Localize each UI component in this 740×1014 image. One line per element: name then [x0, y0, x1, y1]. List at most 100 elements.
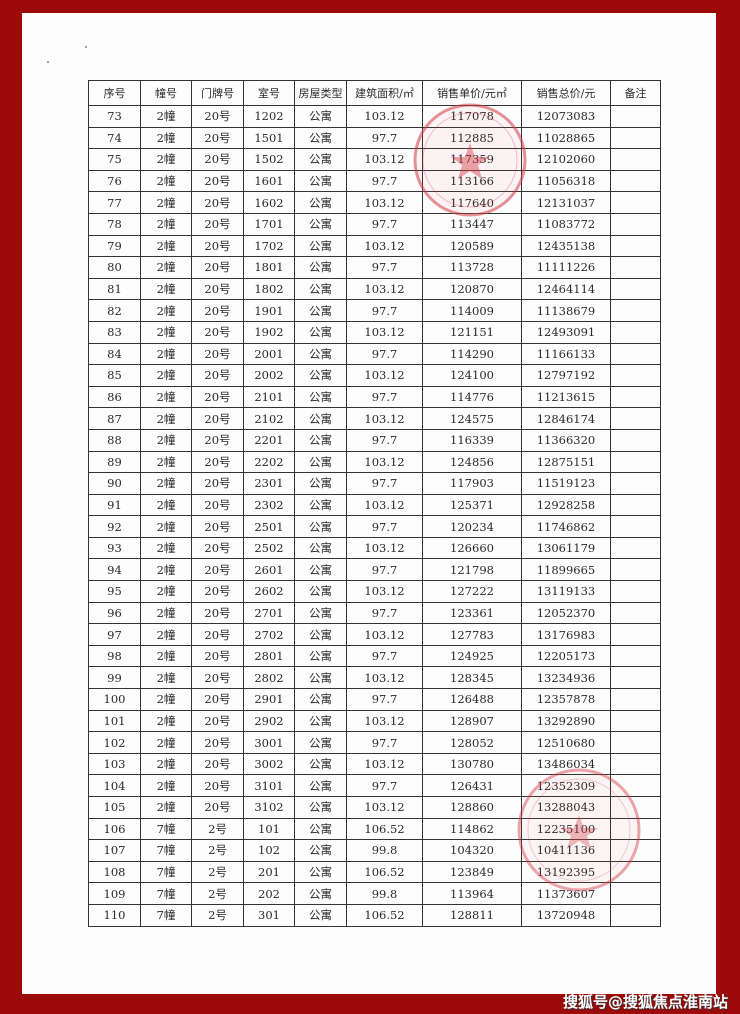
building-cell: 2幢 [140, 320, 192, 344]
serial-cell: 87 [88, 407, 141, 430]
building-cell: 2幢 [140, 428, 192, 452]
table-row: 96 2幢 20号 2701 公寓 97.7 123361 12052370 [88, 601, 661, 625]
door-number-cell: 20号 [191, 126, 244, 150]
type-cell: 公寓 [294, 882, 347, 905]
door-number-cell: 20号 [191, 450, 244, 474]
building-cell: 2幢 [140, 342, 192, 366]
area-cell: 97.7 [346, 558, 423, 582]
area-cell: 103.12 [346, 277, 423, 301]
type-cell: 公寓 [294, 126, 347, 150]
total-price-cell: 12846174 [521, 407, 611, 430]
column-header: 建筑面积/㎡ [346, 80, 423, 106]
remark-cell [610, 731, 661, 754]
table-row: 103 2幢 20号 3002 公寓 103.12 130780 13486034 [88, 752, 661, 776]
table-row: 93 2幢 20号 2502 公寓 103.12 126660 13061179 [88, 536, 661, 560]
serial-cell: 78 [88, 212, 141, 236]
door-number-cell: 20号 [191, 169, 244, 193]
area-cell: 103.12 [346, 752, 423, 776]
total-price-cell: 11056318 [521, 169, 611, 193]
room-cell: 3101 [243, 774, 295, 797]
building-cell: 2幢 [140, 666, 192, 690]
unit-price-cell: 114009 [422, 299, 522, 322]
type-cell: 公寓 [294, 860, 347, 884]
column-header: 室号 [243, 80, 295, 106]
serial-cell: 97 [88, 623, 141, 646]
type-cell: 公寓 [294, 536, 347, 560]
room-cell: 2001 [243, 342, 295, 366]
unit-price-cell: 127222 [422, 580, 522, 603]
serial-cell: 86 [88, 385, 141, 409]
type-cell: 公寓 [294, 839, 347, 862]
unit-price-cell: 127783 [422, 623, 522, 646]
remark-cell [610, 580, 661, 603]
serial-cell: 100 [88, 688, 141, 711]
unit-price-cell: 124575 [422, 407, 522, 430]
area-cell: 103.12 [346, 407, 423, 430]
type-cell: 公寓 [294, 644, 347, 668]
serial-cell: 102 [88, 731, 141, 754]
remark-cell [610, 860, 661, 884]
area-cell: 97.7 [346, 256, 423, 279]
building-cell: 2幢 [140, 212, 192, 236]
area-cell: 103.12 [346, 536, 423, 560]
serial-cell: 81 [88, 277, 141, 301]
door-number-cell: 20号 [191, 256, 244, 279]
total-price-cell: 12131037 [521, 191, 611, 214]
building-cell: 2幢 [140, 580, 192, 603]
type-cell: 公寓 [294, 796, 347, 819]
door-number-cell: 20号 [191, 752, 244, 776]
area-cell: 103.12 [346, 364, 423, 387]
table-row: 75 2幢 20号 1502 公寓 103.12 117359 12102060 [88, 148, 661, 171]
area-cell: 97.7 [346, 169, 423, 193]
building-cell: 7幢 [140, 817, 192, 841]
remark-cell [610, 774, 661, 797]
serial-cell: 90 [88, 472, 141, 495]
area-cell: 103.12 [346, 580, 423, 603]
building-cell: 2幢 [140, 796, 192, 819]
building-cell: 2幢 [140, 385, 192, 409]
type-cell: 公寓 [294, 580, 347, 603]
remark-cell [610, 882, 661, 905]
unit-price-cell: 121151 [422, 320, 522, 344]
serial-cell: 107 [88, 839, 141, 862]
unit-price-cell: 128907 [422, 709, 522, 733]
total-price-cell: 12493091 [521, 320, 611, 344]
area-cell: 97.7 [346, 472, 423, 495]
remark-cell [610, 364, 661, 387]
serial-cell: 88 [88, 428, 141, 452]
area-cell: 97.7 [346, 428, 423, 452]
room-cell: 1902 [243, 320, 295, 344]
unit-price-cell: 128052 [422, 731, 522, 754]
door-number-cell: 20号 [191, 428, 244, 452]
door-number-cell: 20号 [191, 644, 244, 668]
type-cell: 公寓 [294, 709, 347, 733]
table-row: 84 2幢 20号 2001 公寓 97.7 114290 11166133 [88, 342, 661, 366]
type-cell: 公寓 [294, 515, 347, 538]
door-number-cell: 2号 [191, 903, 244, 927]
remark-cell [610, 320, 661, 344]
area-cell: 97.7 [346, 601, 423, 625]
total-price-cell: 13119133 [521, 580, 611, 603]
total-price-cell: 12102060 [521, 148, 611, 171]
area-cell: 97.7 [346, 299, 423, 322]
serial-cell: 85 [88, 364, 141, 387]
serial-cell: 91 [88, 493, 141, 517]
unit-price-cell: 113964 [422, 882, 522, 905]
room-cell: 1801 [243, 256, 295, 279]
unit-price-cell: 124856 [422, 450, 522, 474]
room-cell: 1802 [243, 277, 295, 301]
total-price-cell: 11111226 [521, 256, 611, 279]
serial-cell: 76 [88, 169, 141, 193]
room-cell: 3001 [243, 731, 295, 754]
door-number-cell: 20号 [191, 623, 244, 646]
room-cell: 2701 [243, 601, 295, 625]
building-cell: 2幢 [140, 169, 192, 193]
type-cell: 公寓 [294, 277, 347, 301]
remark-cell [610, 472, 661, 495]
room-cell: 1901 [243, 299, 295, 322]
door-number-cell: 20号 [191, 342, 244, 366]
total-price-cell: 12875151 [521, 450, 611, 474]
type-cell: 公寓 [294, 105, 347, 128]
unit-price-cell: 123361 [422, 601, 522, 625]
table-row: 76 2幢 20号 1601 公寓 97.7 113166 11056318 [88, 169, 661, 193]
